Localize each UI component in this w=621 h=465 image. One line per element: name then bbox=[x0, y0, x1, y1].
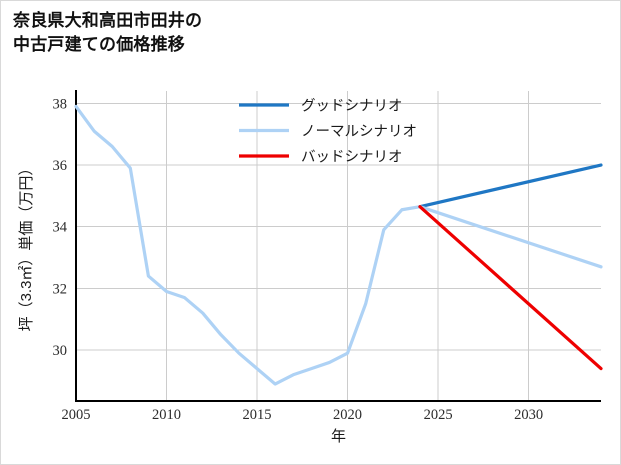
y-tick-label: 32 bbox=[53, 281, 68, 297]
y-axis-title: 坪（3.3㎡）単価（万円） bbox=[18, 161, 35, 332]
x-axis-title: 年 bbox=[331, 428, 346, 445]
series-line bbox=[74, 104, 422, 386]
x-tick-label: 2010 bbox=[152, 407, 181, 423]
y-axis-tick-labels: 30 32 34 36 38 bbox=[53, 96, 68, 359]
legend-label: グッドシナリオ bbox=[301, 98, 403, 115]
x-tick-label: 2015 bbox=[243, 407, 272, 423]
series-line bbox=[418, 205, 603, 269]
axis-spines bbox=[74, 90, 601, 403]
x-tick-label: 2025 bbox=[424, 407, 453, 423]
data-series-group bbox=[74, 104, 603, 386]
x-tick-label: 2005 bbox=[62, 407, 91, 423]
y-tick-label: 30 bbox=[53, 343, 68, 359]
series-line bbox=[418, 163, 603, 209]
page-title: 奈良県大和高田市田井の 中古戸建ての価格推移 bbox=[13, 11, 203, 55]
series-line bbox=[418, 205, 603, 371]
legend-label: バッドシナリオ bbox=[301, 150, 403, 166]
y-tick-label: 34 bbox=[53, 220, 68, 236]
x-axis-tick-labels: 2005 2010 2015 2020 2025 2030 bbox=[62, 407, 544, 423]
x-tick-label: 2020 bbox=[333, 407, 362, 423]
y-tick-label: 38 bbox=[53, 96, 68, 112]
legend-label: ノーマルシナリオ bbox=[301, 124, 417, 140]
x-tick-label: 2030 bbox=[514, 407, 543, 423]
y-tick-label: 36 bbox=[53, 158, 68, 174]
